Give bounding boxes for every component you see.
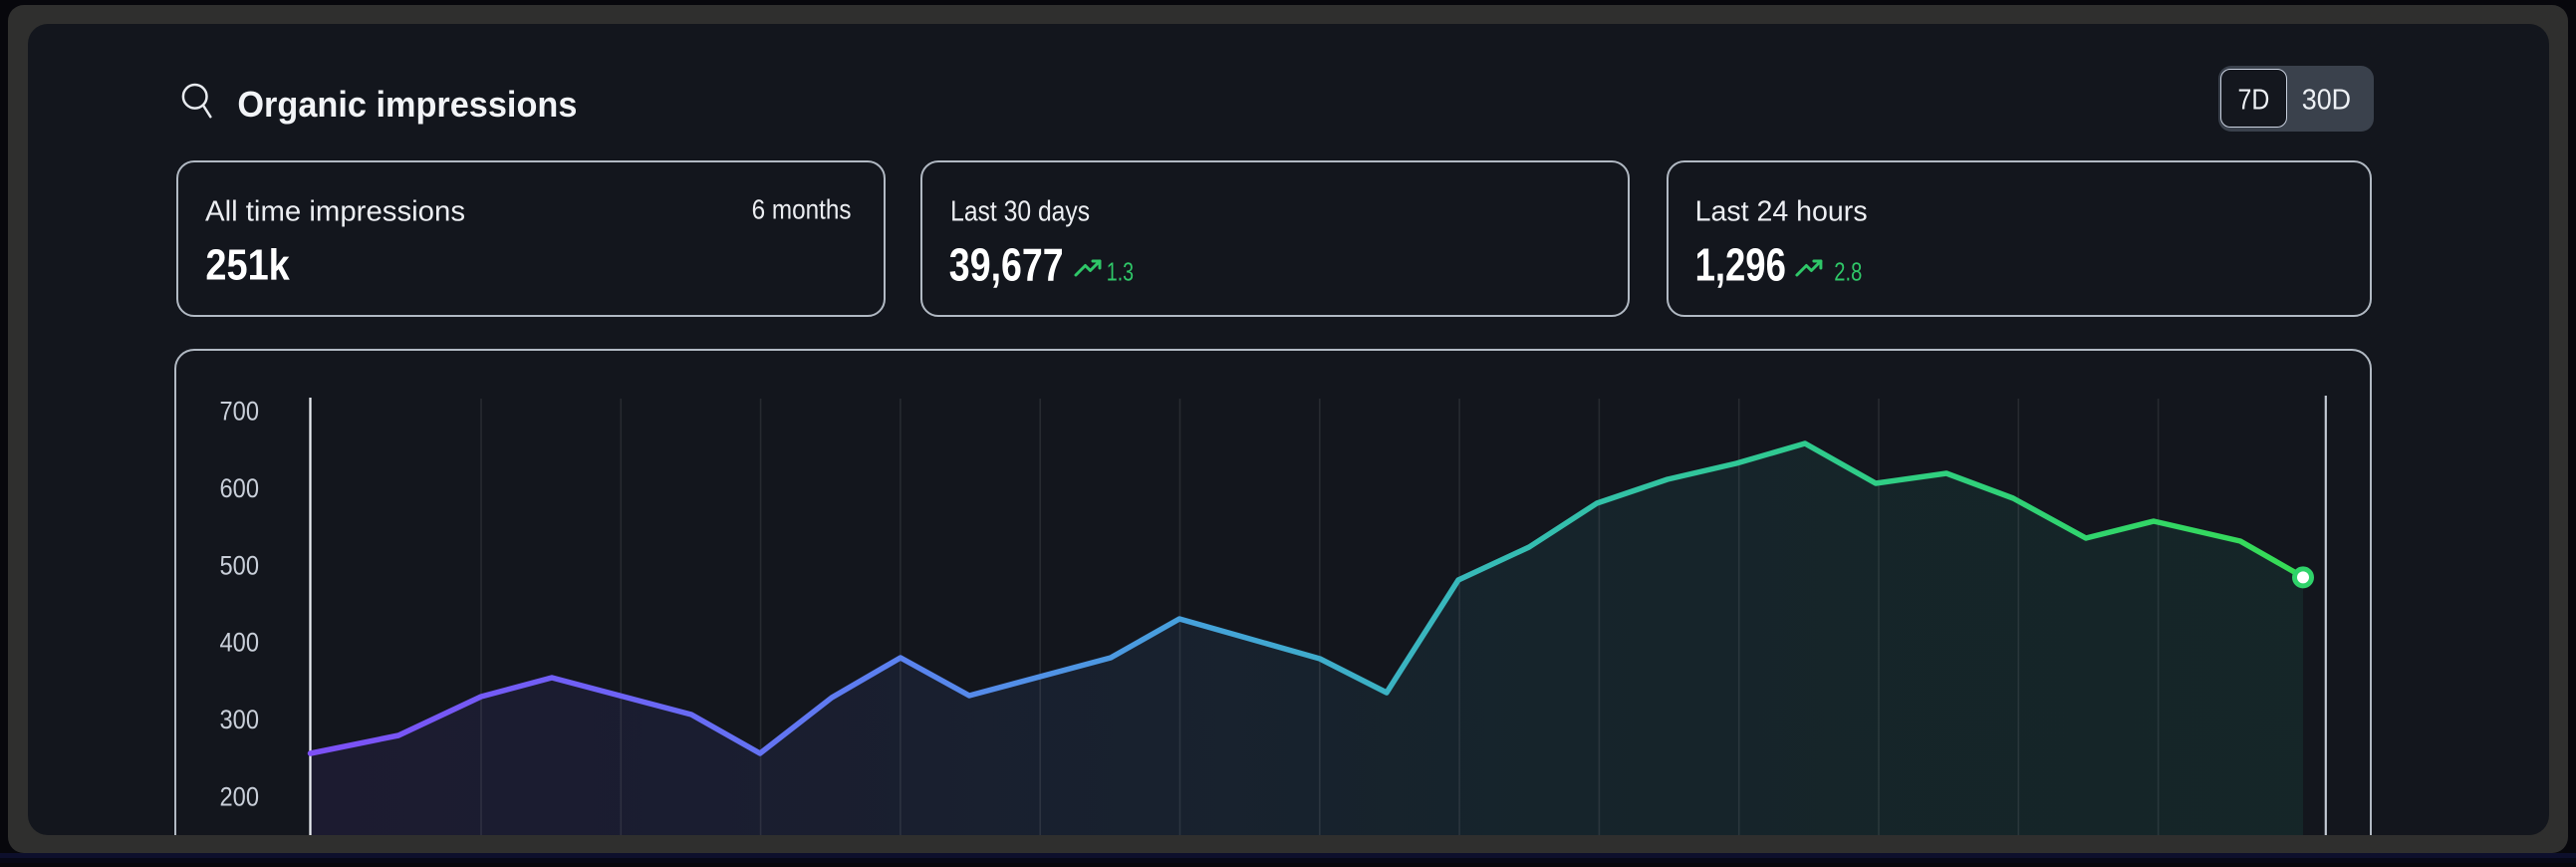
svg-text:Last 24 hours: Last 24 hours xyxy=(1695,196,1868,228)
svg-text:200: 200 xyxy=(220,782,260,812)
svg-text:2.8: 2.8 xyxy=(1834,259,1862,287)
svg-text:39,677: 39,677 xyxy=(949,239,1064,291)
svg-text:300: 300 xyxy=(220,705,260,734)
svg-text:7D: 7D xyxy=(2238,85,2270,117)
svg-text:400: 400 xyxy=(220,628,260,658)
svg-text:All time impressions: All time impressions xyxy=(205,196,465,228)
svg-text:30D: 30D xyxy=(2302,85,2351,117)
svg-text:1,296: 1,296 xyxy=(1695,239,1786,291)
svg-text:6 months: 6 months xyxy=(752,194,852,225)
svg-text:1.3: 1.3 xyxy=(1107,259,1134,287)
svg-text:700: 700 xyxy=(220,397,260,427)
svg-text:500: 500 xyxy=(220,550,260,580)
svg-text:251k: 251k xyxy=(205,241,290,290)
svg-text:Organic impressions: Organic impressions xyxy=(237,84,577,125)
svg-text:Last 30 days: Last 30 days xyxy=(950,196,1090,228)
svg-text:600: 600 xyxy=(220,473,260,503)
